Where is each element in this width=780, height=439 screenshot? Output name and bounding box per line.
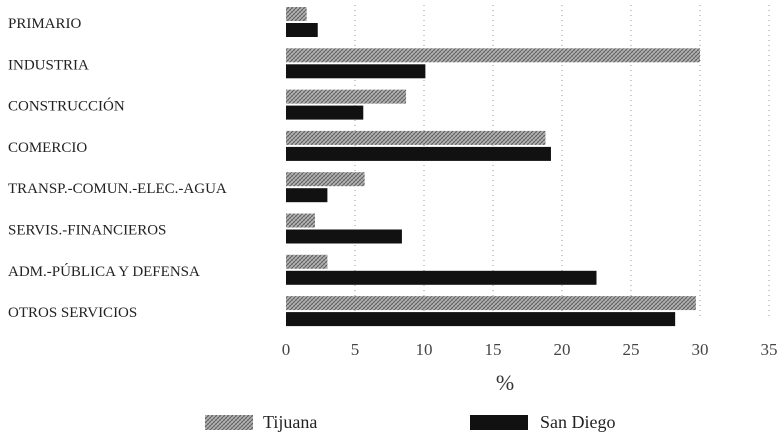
bar-tijuana xyxy=(286,296,696,310)
bar-san-diego xyxy=(286,230,402,244)
category-label: INDUSTRIA xyxy=(8,57,89,73)
category-labels: PRIMARIO INDUSTRIA CONSTRUCCIÓN COMERCIO TRA… xyxy=(8,16,227,321)
bar-san-diego xyxy=(286,188,327,202)
x-tick-0: 0 xyxy=(282,340,291,359)
x-tick-25: 25 xyxy=(623,340,640,359)
bar-tijuana xyxy=(286,48,700,62)
x-tick-5: 5 xyxy=(351,340,360,359)
bar-tijuana xyxy=(286,7,307,21)
x-axis-label: % xyxy=(496,370,514,395)
bar-san-diego xyxy=(286,106,363,120)
category-label: COMERCIO xyxy=(8,140,87,156)
category-label: TRANSP.-COMUN.-ELEC.-AGUA xyxy=(8,181,227,197)
category-label: OTROS SERVICIOS xyxy=(8,305,137,321)
legend-label: San Diego xyxy=(540,412,616,432)
category-label: SERVIS.-FINANCIEROS xyxy=(8,223,166,239)
category-label: PRIMARIO xyxy=(8,16,82,32)
x-tick-15: 15 xyxy=(485,340,502,359)
legend-swatch-san-diego xyxy=(470,415,528,430)
bar-tijuana xyxy=(286,214,315,228)
x-tick-20: 20 xyxy=(554,340,571,359)
bar-san-diego xyxy=(286,312,675,326)
category-label: ADM.-PÚBLICA Y DEFENSA xyxy=(8,263,200,280)
x-tick-labels: 0 5 10 15 20 25 30 35 xyxy=(282,340,778,359)
bars xyxy=(286,7,700,326)
bar-san-diego xyxy=(286,23,318,37)
x-tick-10: 10 xyxy=(416,340,433,359)
legend-swatch-tijuana xyxy=(205,415,253,430)
bar-tijuana xyxy=(286,90,406,104)
category-label: CONSTRUCCIÓN xyxy=(8,98,125,115)
bar-san-diego xyxy=(286,271,597,285)
bar-tijuana xyxy=(286,172,365,186)
bar-san-diego xyxy=(286,64,425,78)
legend-label: Tijuana xyxy=(263,412,317,432)
bar-san-diego xyxy=(286,147,551,161)
x-tick-30: 30 xyxy=(692,340,709,359)
x-tick-35: 35 xyxy=(761,340,778,359)
bar-tijuana xyxy=(286,255,327,269)
bar-tijuana xyxy=(286,131,545,145)
legend: Tijuana San Diego xyxy=(205,412,616,432)
